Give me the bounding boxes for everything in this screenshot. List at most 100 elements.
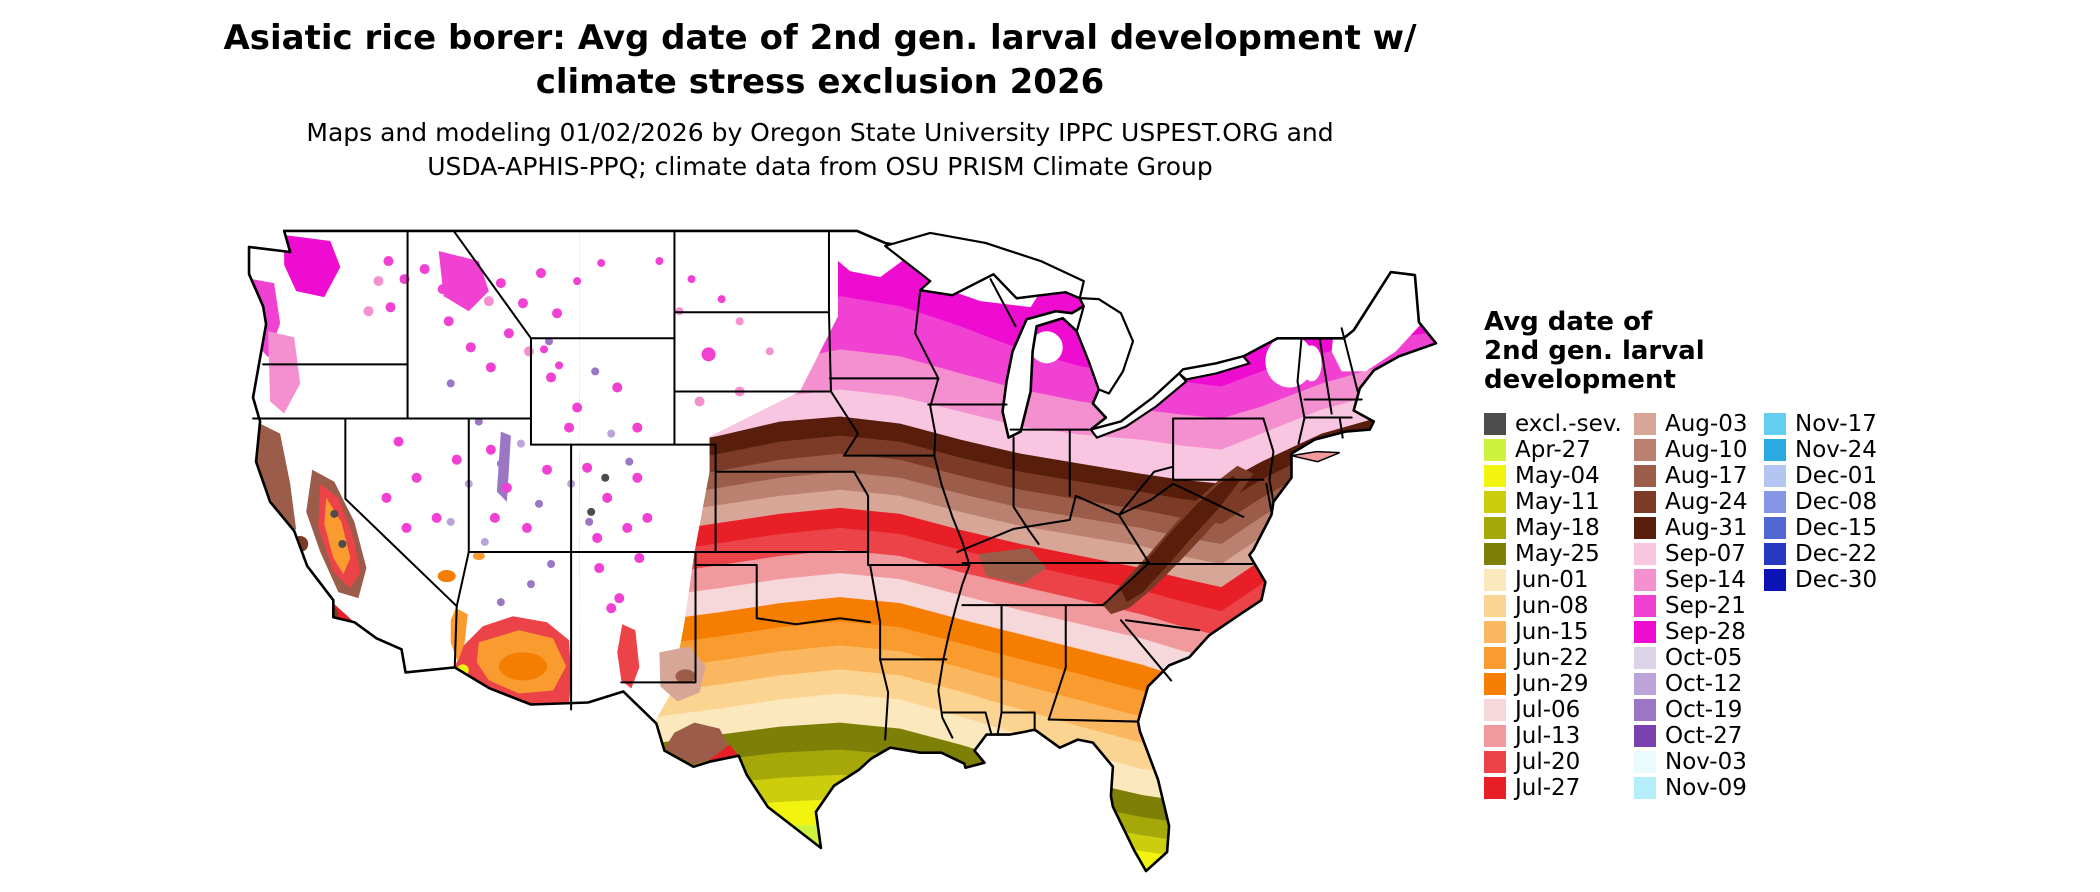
- legend: Avg date of 2nd gen. larval development …: [1484, 308, 1877, 801]
- legend-color-swatch: [1764, 543, 1786, 565]
- legend-color-swatch: [1764, 517, 1786, 539]
- legend-color-swatch: [1484, 413, 1506, 435]
- legend-entry: Jun-01: [1484, 567, 1634, 593]
- legend-color-swatch: [1634, 647, 1656, 669]
- legend-entry-label: Sep-21: [1665, 593, 1746, 619]
- legend-color-swatch: [1764, 413, 1786, 435]
- legend-color-swatch: [1484, 647, 1506, 669]
- legend-color-swatch: [1634, 465, 1656, 487]
- legend-entry: Jun-15: [1484, 619, 1634, 645]
- legend-entry-label: Jul-27: [1515, 775, 1581, 801]
- legend-color-swatch: [1764, 465, 1786, 487]
- legend-entry-label: excl.-sev.: [1515, 411, 1622, 437]
- legend-color-swatch: [1484, 595, 1506, 617]
- legend-color-swatch: [1764, 569, 1786, 591]
- legend-entry: Dec-22: [1764, 541, 1877, 567]
- legend-entry-label: Oct-27: [1665, 723, 1743, 749]
- legend-entry-label: Aug-10: [1665, 437, 1748, 463]
- legend-entry-label: Jul-13: [1515, 723, 1581, 749]
- legend-entry: Nov-03: [1634, 749, 1764, 775]
- legend-entry: May-04: [1484, 463, 1634, 489]
- legend-entry: Dec-30: [1764, 567, 1877, 593]
- long-island: [1291, 450, 1340, 463]
- mountain-speckles-purple: [446, 337, 634, 607]
- legend-entry: Aug-31: [1634, 515, 1764, 541]
- legend-color-swatch: [1484, 751, 1506, 773]
- legend-entry: Oct-12: [1634, 671, 1764, 697]
- lake-huron: [1075, 297, 1135, 395]
- legend-entry-label: Nov-09: [1665, 775, 1747, 801]
- legend-entry: Aug-10: [1634, 437, 1764, 463]
- legend-color-swatch: [1634, 413, 1656, 435]
- legend-entry-label: Jun-01: [1515, 567, 1589, 593]
- legend-entry-label: Dec-15: [1795, 515, 1878, 541]
- legend-entry: Sep-21: [1634, 593, 1764, 619]
- legend-column-2: Aug-03 Aug-10 Aug-17 Aug-24 Aug-31 Sep-07 Sep-…: [1634, 411, 1764, 801]
- legend-color-swatch: [1484, 543, 1506, 565]
- legend-entry: Jun-08: [1484, 593, 1634, 619]
- legend-entry: Jul-13: [1484, 723, 1634, 749]
- lake-ontario: [1178, 355, 1251, 381]
- great-lakes: [884, 231, 1251, 439]
- conus-map-svg: [247, 229, 1438, 873]
- legend-color-swatch: [1634, 725, 1656, 747]
- lake-erie: [1089, 372, 1188, 439]
- legend-entry-label: May-25: [1515, 541, 1600, 567]
- map-title-line2: climate stress exclusion 2026: [535, 62, 1105, 102]
- legend-entry: Aug-03: [1634, 411, 1764, 437]
- legend-entry: Dec-15: [1764, 515, 1877, 541]
- legend-color-swatch: [1484, 517, 1506, 539]
- legend-color-swatch: [1484, 725, 1506, 747]
- legend-color-swatch: [1634, 491, 1656, 513]
- legend-color-swatch: [1634, 517, 1656, 539]
- legend-entry-label: Aug-31: [1665, 515, 1748, 541]
- legend-entry: Jul-20: [1484, 749, 1634, 775]
- legend-entry: Jun-22: [1484, 645, 1634, 671]
- legend-entry: Aug-17: [1634, 463, 1764, 489]
- legend-color-swatch: [1634, 699, 1656, 721]
- legend-entry-label: May-11: [1515, 489, 1600, 515]
- legend-entry: Jul-06: [1484, 697, 1634, 723]
- legend-entry: Nov-24: [1764, 437, 1877, 463]
- legend-entry: Jul-27: [1484, 775, 1634, 801]
- legend-entry: Oct-27: [1634, 723, 1764, 749]
- mountain-speckles-magenta: [381, 256, 726, 614]
- legend-entry: Nov-17: [1764, 411, 1877, 437]
- legend-color-swatch: [1634, 777, 1656, 799]
- legend-entry-label: Nov-24: [1795, 437, 1877, 463]
- legend-color-swatch: [1634, 751, 1656, 773]
- legend-color-swatch: [1484, 699, 1506, 721]
- legend-entry-label: Dec-30: [1795, 567, 1878, 593]
- legend-entry: excl.-sev.: [1484, 411, 1634, 437]
- legend-entry: Jun-29: [1484, 671, 1634, 697]
- legend-entry-label: Jun-08: [1515, 593, 1589, 619]
- legend-entry-label: Aug-17: [1665, 463, 1748, 489]
- legend-color-swatch: [1634, 673, 1656, 695]
- legend-entry-label: Nov-03: [1665, 749, 1747, 775]
- legend-color-swatch: [1484, 777, 1506, 799]
- legend-color-swatch: [1484, 465, 1506, 487]
- legend-entry-label: Sep-14: [1665, 567, 1746, 593]
- legend-columns: excl.-sev. Apr-27 May-04 May-11 May-18 May-25…: [1484, 411, 1877, 801]
- ozark-band: [978, 547, 1047, 585]
- map-subtitle-line1: Maps and modeling 01/02/2026 by Oregon S…: [306, 118, 1334, 147]
- legend-title: Avg date of 2nd gen. larval development: [1484, 307, 1705, 395]
- legend-entry: May-25: [1484, 541, 1634, 567]
- legend-entry-label: Oct-12: [1665, 671, 1743, 697]
- legend-entry-label: Jul-20: [1515, 749, 1581, 775]
- legend-entry-label: Nov-17: [1795, 411, 1877, 437]
- legend-entry-label: Jun-22: [1515, 645, 1589, 671]
- excluded-west-region: [579, 230, 838, 728]
- legend-entry: Oct-19: [1634, 697, 1764, 723]
- conus-map: [238, 220, 1442, 884]
- legend-color-swatch: [1634, 569, 1656, 591]
- legend-color-swatch: [1484, 621, 1506, 643]
- legend-entry-label: May-18: [1515, 515, 1600, 541]
- legend-entry-label: Aug-24: [1665, 489, 1748, 515]
- legend-entry-label: Jul-06: [1515, 697, 1581, 723]
- legend-color-swatch: [1634, 621, 1656, 643]
- subtitle-block: Maps and modeling 01/02/2026 by Oregon S…: [0, 116, 1640, 184]
- map-subtitle-line2: USDA-APHIS-PPQ; climate data from OSU PR…: [427, 152, 1213, 181]
- severe-exclusion-speckles: [330, 473, 610, 548]
